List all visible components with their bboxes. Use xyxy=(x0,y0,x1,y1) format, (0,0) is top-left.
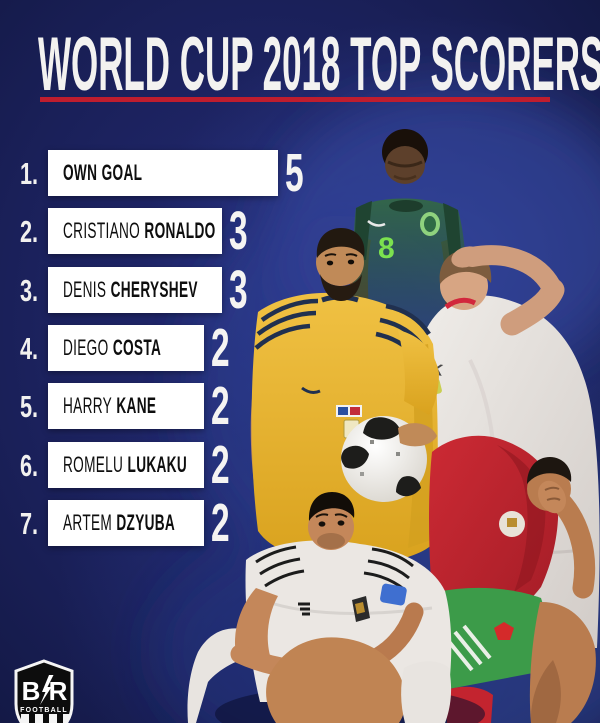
player-name: CRISTIANO RONALDO xyxy=(63,218,216,243)
rank-label: 4. xyxy=(19,330,39,366)
score-value: 5 xyxy=(285,143,304,203)
score-value: 2 xyxy=(211,376,230,436)
score-value: 2 xyxy=(211,493,230,553)
lightning-bolt-icon xyxy=(40,675,54,705)
rank-label: 6. xyxy=(19,447,39,483)
title-underline xyxy=(40,97,550,102)
rank-label: 2. xyxy=(19,213,39,249)
rank-label: 5. xyxy=(19,388,39,424)
player-name-box: HARRY KANE xyxy=(48,383,204,429)
rank-label: 3. xyxy=(19,272,39,308)
br-football-logo: B R FOOTBALL xyxy=(14,659,74,723)
player-red-jersey-crouching xyxy=(429,435,596,723)
player-name: OWN GOAL xyxy=(63,160,143,185)
player-name-box: DENIS CHERYSHEV xyxy=(48,267,222,313)
rank-label: 1. xyxy=(19,155,39,191)
scorer-row: 2. CRISTIANO RONALDO 3 xyxy=(0,204,259,258)
player-name: ARTEM DZYUBA xyxy=(63,510,176,535)
player-name: ROMELU LUKAKU xyxy=(63,452,188,477)
player-name-box: CRISTIANO RONALDO xyxy=(48,208,222,254)
player-name: DIEGO COSTA xyxy=(63,335,162,360)
scorer-row: 1. OWN GOAL 5 xyxy=(0,146,315,200)
score-value: 3 xyxy=(229,201,248,261)
scorer-row: 5. HARRY KANE 2 xyxy=(0,379,241,433)
scorer-row: 4. DIEGO COSTA 2 xyxy=(0,321,241,375)
jersey-number-8: 8 xyxy=(378,232,395,265)
page-title: WORLD CUP 2018 TOP SCORERS xyxy=(38,22,600,107)
rank-label: 7. xyxy=(19,505,39,541)
logo-letter-b: B xyxy=(22,676,41,706)
player-name: HARRY KANE xyxy=(63,393,157,418)
score-value: 2 xyxy=(211,318,230,378)
score-value: 3 xyxy=(229,260,248,320)
player-gold-jersey-with-ball xyxy=(250,228,439,564)
player-name: DENIS CHERYSHEV xyxy=(63,277,198,302)
scorer-row: 3. DENIS CHERYSHEV 3 xyxy=(0,263,259,317)
player-name-box: DIEGO COSTA xyxy=(48,325,204,371)
player-name-box: OWN GOAL xyxy=(48,150,278,196)
scorer-row: 7. ARTEM DZYUBA 2 xyxy=(0,496,241,550)
player-name-box: ROMELU LUKAKU xyxy=(48,442,204,488)
logo-football-text: FOOTBALL xyxy=(20,707,68,714)
logo-letter-r: R xyxy=(49,676,68,706)
player-white-jersey-sitting xyxy=(187,492,485,723)
scorer-row: 6. ROMELU LUKAKU 2 xyxy=(0,438,241,492)
player-name-box: ARTEM DZYUBA xyxy=(48,500,204,546)
score-value: 2 xyxy=(211,435,230,495)
